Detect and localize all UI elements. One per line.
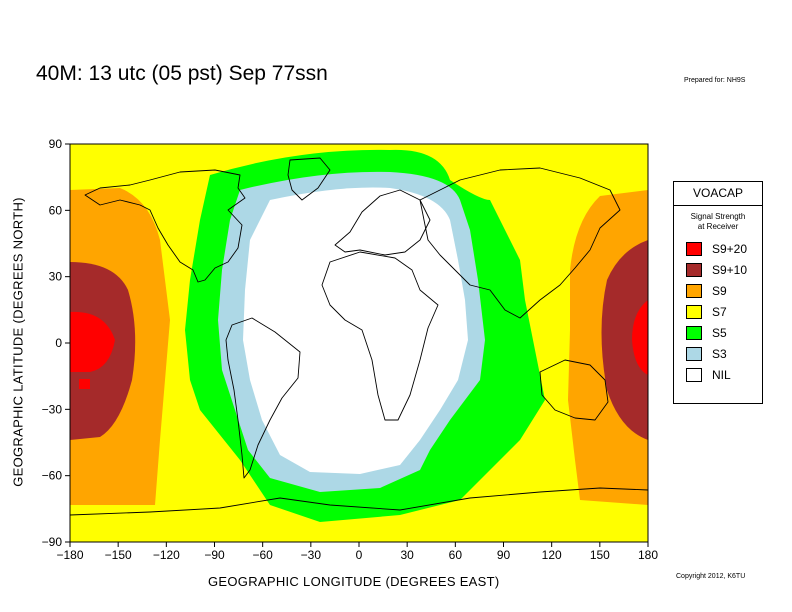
legend-item-s7: S7 — [674, 301, 762, 322]
legend-swatch — [686, 283, 702, 298]
legend-subtitle-line-1: Signal Strength — [690, 212, 746, 221]
s9-20-region-west — [70, 311, 115, 372]
y-tick-label: 60 — [49, 203, 63, 217]
signal-legend: VOACAP Signal Strength at Receiver S9+20… — [673, 181, 763, 404]
legend-item-s9-10: S9+10 — [674, 259, 762, 280]
legend-label: S9+20 — [712, 241, 748, 256]
x-tick-label: 30 — [400, 548, 414, 562]
legend-swatch — [686, 304, 702, 319]
australia-outline — [539, 359, 609, 421]
legend-label: S9+10 — [712, 262, 748, 277]
x-tick-label: −180 — [56, 548, 83, 562]
x-tick-label: −150 — [105, 548, 132, 562]
x-tick-label: 60 — [449, 548, 463, 562]
x-tick-label: −120 — [153, 548, 180, 562]
europe-outline — [334, 189, 431, 256]
y-axis-label: GEOGRAPHIC LATITUDE (DEGREES NORTH) — [10, 197, 26, 487]
s9-20-spot-west — [79, 379, 90, 389]
y-tick-label: 90 — [49, 137, 63, 151]
prepared-for-text: Prepared for: NH9S — [684, 77, 746, 84]
legend-item-s5: S5 — [674, 322, 762, 343]
nil-region — [243, 187, 468, 474]
x-tick-label: 120 — [542, 548, 562, 562]
legend-label: S3 — [712, 346, 727, 361]
x-tick-label: 150 — [590, 548, 610, 562]
legend-swatch — [686, 367, 702, 382]
legend-swatch — [686, 325, 702, 340]
x-tick-label: −30 — [301, 548, 322, 562]
south-america-outline — [225, 317, 301, 479]
legend-label: S7 — [712, 304, 727, 319]
x-tick-label: 90 — [497, 548, 511, 562]
axis-ticks — [65, 143, 649, 547]
coverage-field — [70, 144, 648, 542]
y-tick-label: 30 — [49, 270, 63, 284]
legend-subtitle-line-2: at Receiver — [697, 222, 739, 231]
legend-swatch — [686, 241, 702, 256]
north-america-outline — [84, 169, 246, 283]
y-tick-label: −30 — [42, 402, 63, 416]
legend-items: S9+20 S9+10 S9 S7 S5 S3 NIL — [674, 238, 762, 385]
legend-label: S5 — [712, 325, 727, 340]
map-title: 40M: 13 utc (05 pst) Sep 77ssn — [36, 62, 328, 85]
s9-20-region-east — [632, 300, 648, 375]
legend-item-s9: S9 — [674, 280, 762, 301]
legend-label: S9 — [712, 283, 727, 298]
africa-outline — [321, 251, 439, 421]
y-tick-label: −90 — [42, 535, 63, 549]
legend-label: NIL — [712, 367, 731, 382]
s9-10-region-east — [601, 240, 648, 440]
x-tick-label: 180 — [638, 548, 658, 562]
axis-tick-labels: −180 −150 −120 −90 −60 −30 0 30 60 90 120 150 180 90 6… — [42, 137, 659, 562]
coastlines — [70, 157, 648, 516]
x-axis-label: GEOGRAPHIC LONGITUDE (DEGREES EAST) — [208, 574, 500, 589]
y-tick-label: 0 — [55, 336, 62, 350]
x-tick-label: −90 — [204, 548, 225, 562]
legend-subtitle: Signal Strength at Receiver — [674, 212, 762, 232]
legend-swatch — [686, 262, 702, 277]
asia-outline — [419, 167, 621, 319]
antarctica-outline — [70, 487, 648, 516]
copyright-text: Copyright 2012, K6TU — [676, 573, 746, 580]
greenland-outline — [287, 157, 331, 201]
legend-item-s9-20: S9+20 — [674, 238, 762, 259]
legend-title: VOACAP — [674, 182, 762, 206]
legend-swatch — [686, 346, 702, 361]
y-tick-label: −60 — [42, 469, 63, 483]
x-tick-label: 0 — [356, 548, 363, 562]
x-tick-label: −60 — [252, 548, 273, 562]
legend-item-s3: S3 — [674, 343, 762, 364]
legend-item-nil: NIL — [674, 364, 762, 385]
